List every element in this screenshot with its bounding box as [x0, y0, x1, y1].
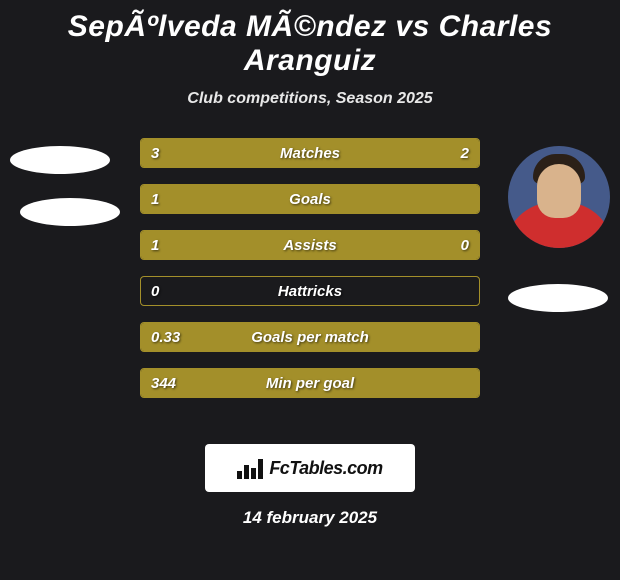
- stat-label: Assists: [141, 231, 479, 259]
- stat-value-right: 2: [461, 139, 469, 167]
- avatar-shadow: [508, 284, 608, 312]
- avatar-shadow: [20, 198, 120, 226]
- date-label: 14 february 2025: [0, 508, 620, 528]
- stat-row: 0Hattricks: [140, 276, 480, 306]
- stat-label: Hattricks: [141, 277, 479, 305]
- fctables-logo: FcTables.com: [205, 444, 415, 492]
- player-avatar: [508, 146, 610, 248]
- stat-row: 344Min per goal: [140, 368, 480, 398]
- stat-label: Goals: [141, 185, 479, 213]
- stat-row: 0.33Goals per match: [140, 322, 480, 352]
- stat-value-right: 0: [461, 231, 469, 259]
- right-player-avatars: [508, 146, 610, 336]
- stat-label: Goals per match: [141, 323, 479, 351]
- stat-row: 1Goals: [140, 184, 480, 214]
- page-subtitle: Club competitions, Season 2025: [0, 90, 620, 108]
- page-title: SepÃºlveda MÃ©ndez vs Charles Aranguiz: [0, 0, 620, 78]
- stat-label: Min per goal: [141, 369, 479, 397]
- avatar-placeholder: [10, 146, 110, 174]
- stat-label: Matches: [141, 139, 479, 167]
- logo-text: FcTables.com: [269, 458, 382, 479]
- bar-chart-icon: [237, 457, 263, 479]
- stat-row: 3Matches2: [140, 138, 480, 168]
- stat-row: 1Assists0: [140, 230, 480, 260]
- left-player-avatars: [10, 146, 120, 250]
- comparison-area: 3Matches21Goals1Assists00Hattricks0.33Go…: [0, 138, 620, 438]
- stat-bars: 3Matches21Goals1Assists00Hattricks0.33Go…: [140, 138, 480, 398]
